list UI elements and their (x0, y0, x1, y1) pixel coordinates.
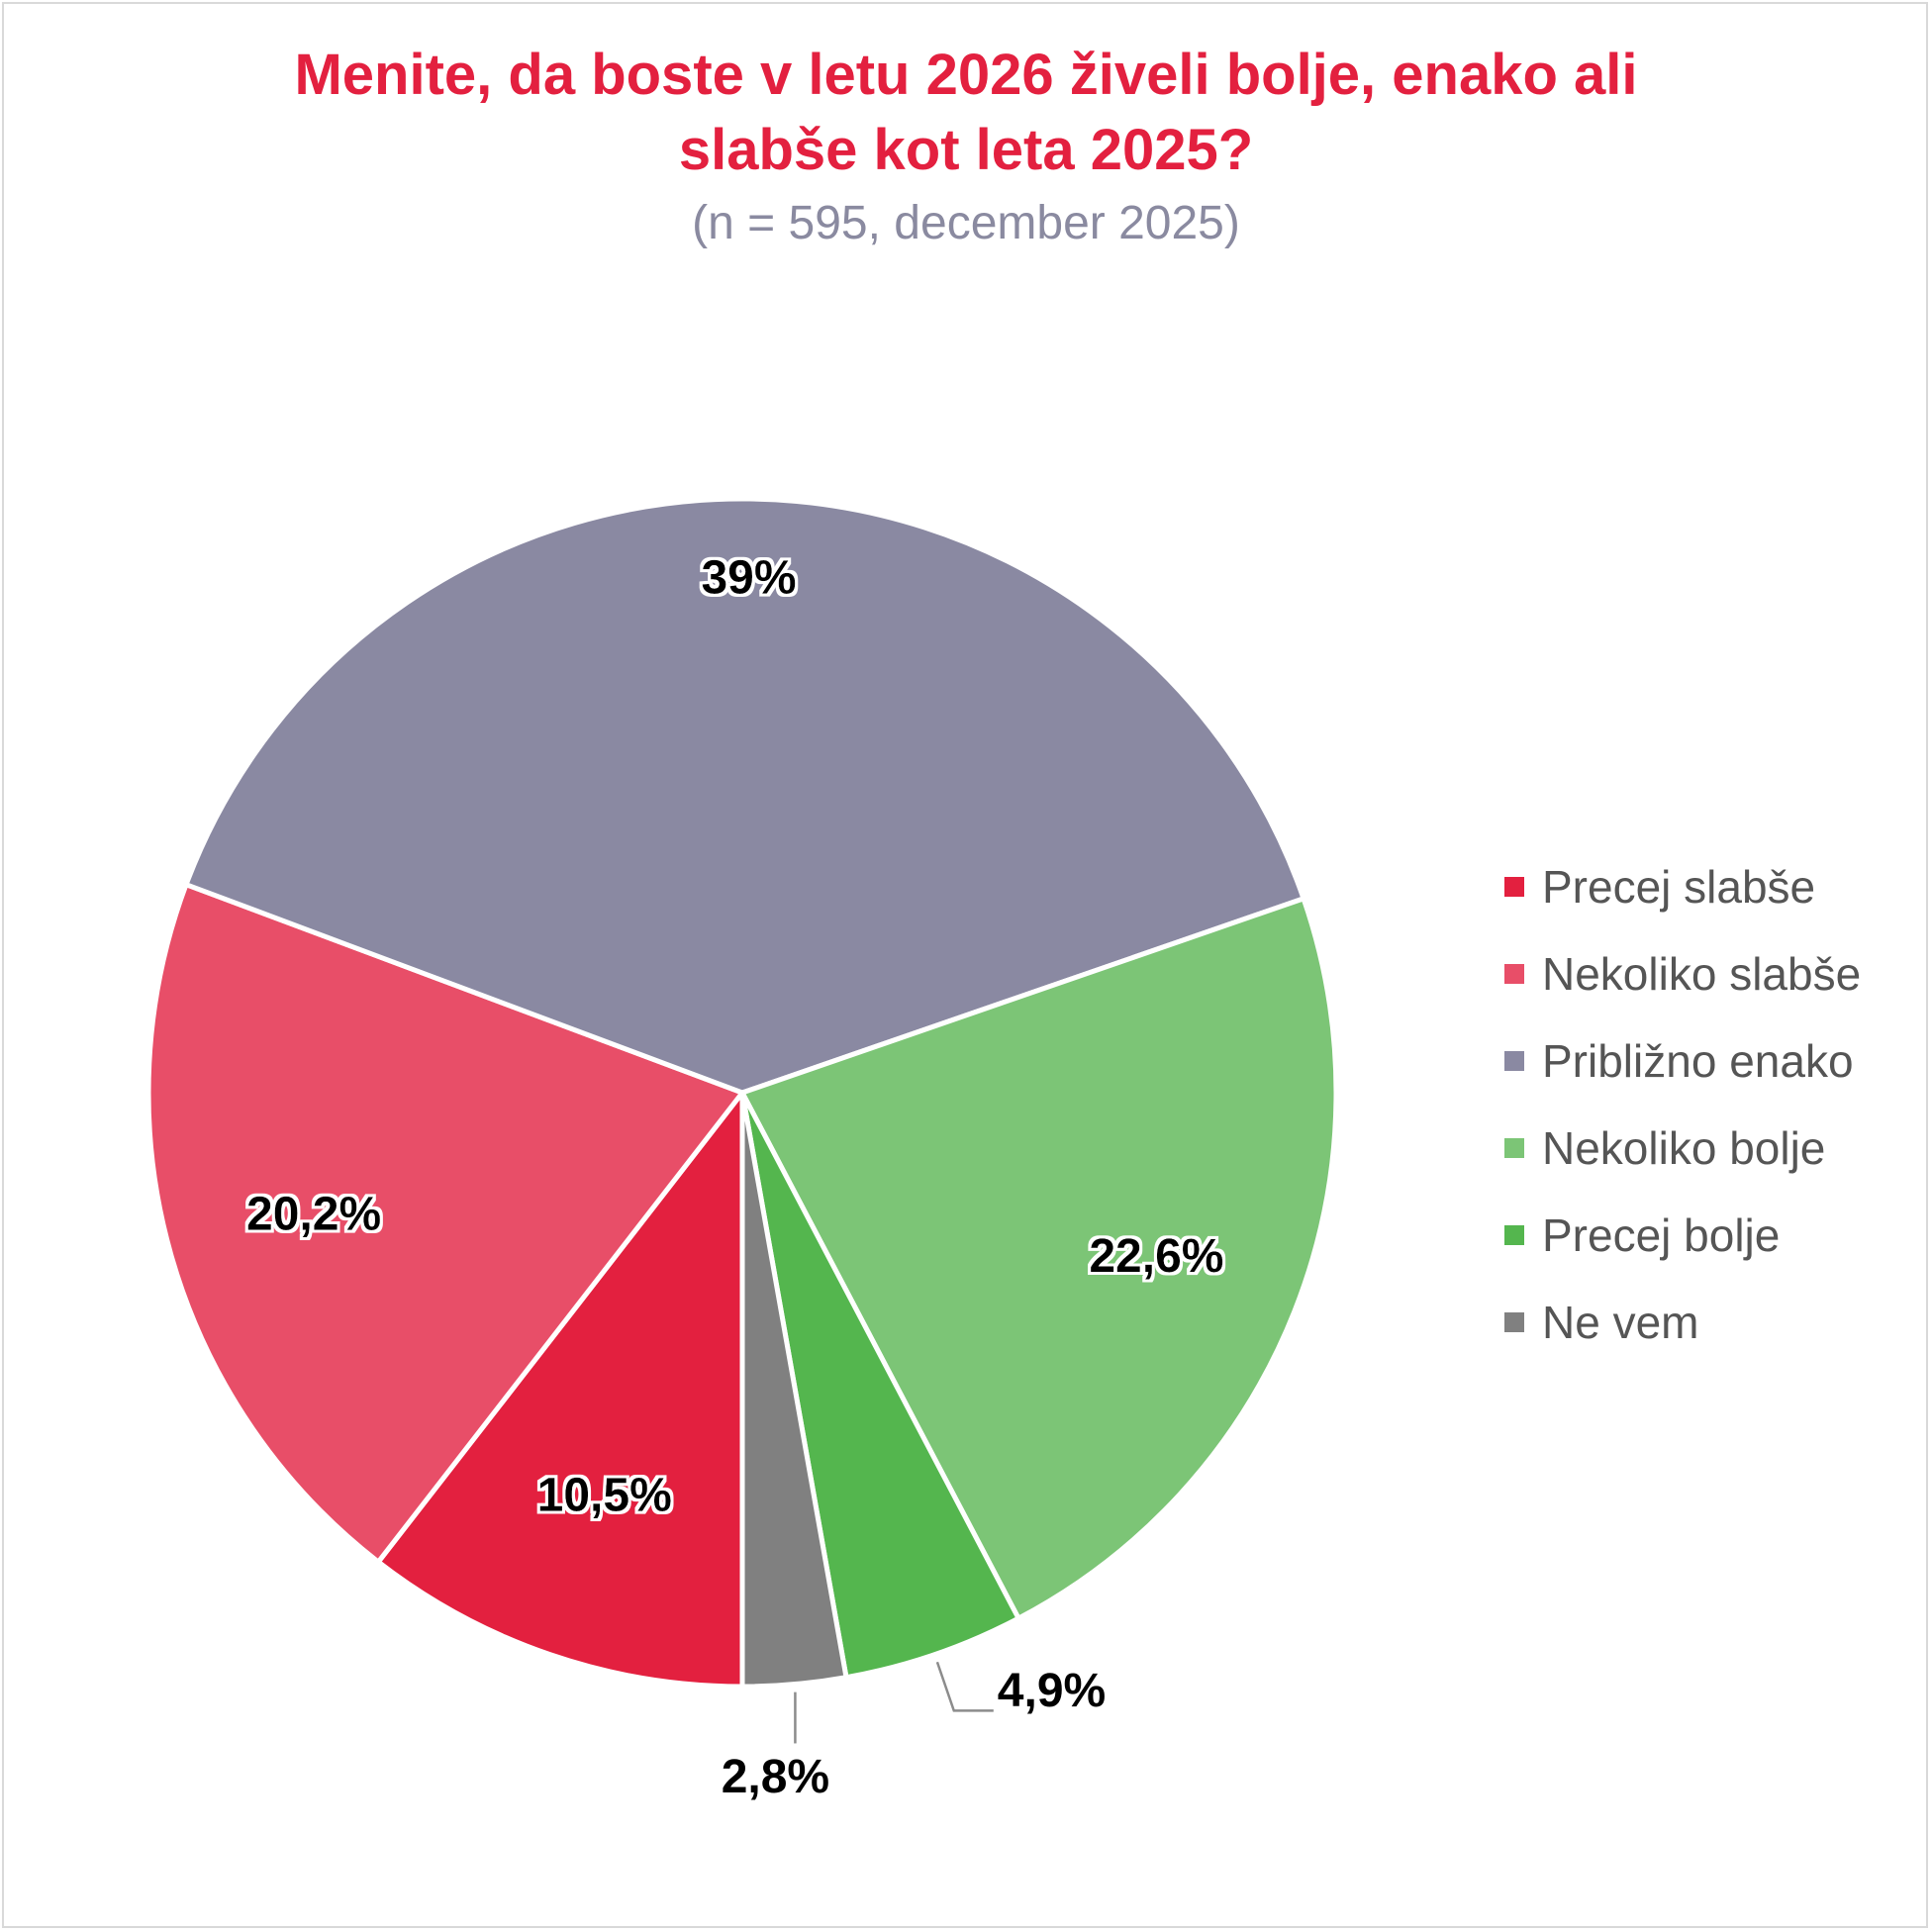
pie-slice-nekoliko-slabse (145, 882, 745, 1565)
pie-slice-precej-slabse (375, 1090, 745, 1690)
legend-swatch (1504, 1051, 1524, 1071)
pie-slice-precej-bolje (739, 1090, 1021, 1681)
legend-label: Ne vem (1542, 1297, 1699, 1348)
chart-title-line-2: slabše kot leta 2025? (678, 118, 1254, 182)
legend-label: Nekoliko bolje (1542, 1122, 1826, 1174)
legend-item-nekoliko-bolje: Nekoliko bolje (1504, 1105, 1861, 1192)
leader-line-precej-bolje (935, 1661, 994, 1712)
slice-label-nekoliko-bolje: 22,6% (1089, 1230, 1223, 1283)
legend-item-precej-bolje: Precej bolje (1504, 1192, 1861, 1279)
legend-swatch (1504, 1312, 1524, 1332)
slice-label-priblizno-enako: 39% (701, 552, 796, 605)
leader-lines (794, 1661, 994, 1744)
legend-item-precej-slabse: Precej slabše (1504, 843, 1861, 930)
pie-slice-nekoliko-bolje (739, 896, 1339, 1621)
legend-item-priblizno-enako: Približno enako (1504, 1017, 1861, 1105)
legend-swatch (1504, 877, 1524, 897)
chart-title-line-1: Menite, da boste v letu 2026 živeli bolj… (294, 43, 1638, 107)
legend-item-ne-vem: Ne vem (1504, 1279, 1861, 1366)
legend-label: Nekoliko slabše (1542, 948, 1862, 1000)
legend-item-nekoliko-slabse: Nekoliko slabše (1504, 930, 1861, 1017)
pie-slice-ne-vem (739, 1090, 849, 1690)
legend-label: Približno enako (1542, 1035, 1854, 1087)
legend-swatch (1504, 964, 1524, 984)
legend-label: Precej bolje (1542, 1209, 1781, 1261)
slice-label-nekoliko-slabse: 20,2% (246, 1188, 381, 1240)
slice-label-precej-bolje: 4,9% (998, 1665, 1106, 1717)
chart-subtitle: (n = 595, december 2025) (692, 197, 1240, 249)
pie-slice-priblizno-enako (183, 496, 1306, 1096)
slice-labels: 10,5% 20,2% 39% 22,6% 4,9% 2,8% (246, 552, 1223, 1803)
legend-swatch (1504, 1138, 1524, 1158)
chart-title: Menite, da boste v letu 2026 živeli bolj… (0, 38, 1932, 188)
legend-swatch (1504, 1225, 1524, 1245)
legend: Precej slabše Nekoliko slabše Približno en… (1504, 843, 1861, 1366)
pie-slices (145, 496, 1339, 1690)
slice-label-precej-slabse: 10,5% (537, 1469, 672, 1521)
legend-label: Precej slabše (1542, 861, 1816, 913)
slice-label-ne-vem: 2,8% (722, 1751, 829, 1803)
